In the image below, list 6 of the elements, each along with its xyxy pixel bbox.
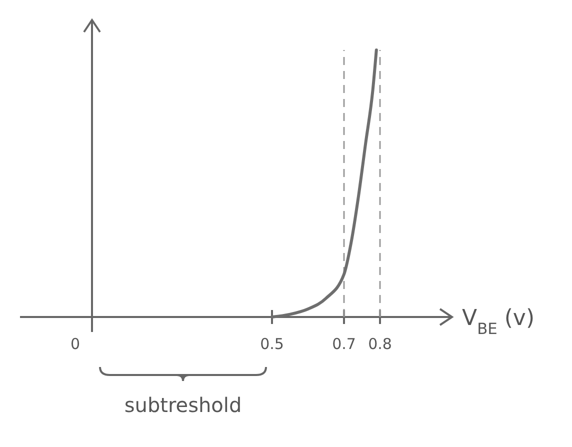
x-tick-label: 0.5 [260,335,284,353]
x-tick-label: 0.7 [332,335,356,353]
text: subtreshold [124,393,242,417]
x-tick-label: 0.8 [368,335,392,353]
x-tick-label: 0 [70,335,80,353]
x-axis-title: V$_{BE}$ (v) [462,306,535,338]
